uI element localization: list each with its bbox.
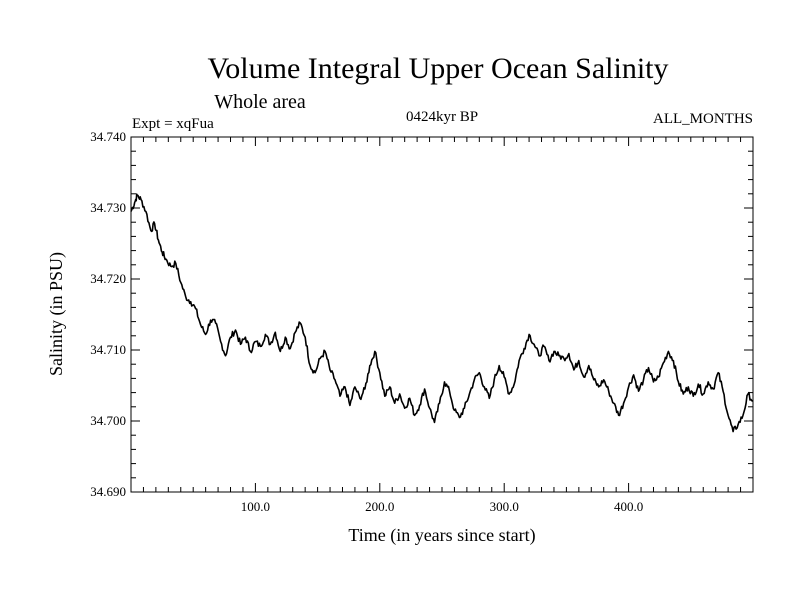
plot-frame bbox=[130, 136, 754, 493]
y-axis: 34.690 34.700 34.710 34.720 34.730 34.740 bbox=[90, 129, 753, 499]
y-tick-label: 34.690 bbox=[90, 484, 126, 499]
chart-title: Volume Integral Upper Ocean Salinity bbox=[208, 52, 669, 85]
salinity-series-line bbox=[130, 193, 754, 433]
y-tick-label: 34.740 bbox=[90, 129, 126, 144]
x-axis-label: Time (in years since start) bbox=[348, 525, 535, 546]
y-tick-label: 34.700 bbox=[90, 413, 126, 428]
x-tick-label: 300.0 bbox=[490, 499, 519, 514]
x-axis: 100.0 200.0 300.0 400.0 bbox=[142, 137, 742, 514]
experiment-label: Expt = xqFua bbox=[132, 116, 214, 132]
x-tick-label: 100.0 bbox=[241, 499, 270, 514]
chart-subtitle: Whole area bbox=[214, 91, 306, 113]
x-tick-label: 200.0 bbox=[365, 499, 394, 514]
y-tick-label: 34.710 bbox=[90, 342, 126, 357]
y-tick-label: 34.720 bbox=[90, 271, 126, 286]
y-axis-label: Salinity (in PSU) bbox=[46, 252, 67, 376]
months-label: ALL_MONTHS bbox=[653, 111, 753, 127]
period-label: 0424kyr BP bbox=[406, 109, 478, 125]
y-tick-label: 34.730 bbox=[90, 200, 126, 215]
x-tick-label: 400.0 bbox=[614, 499, 643, 514]
